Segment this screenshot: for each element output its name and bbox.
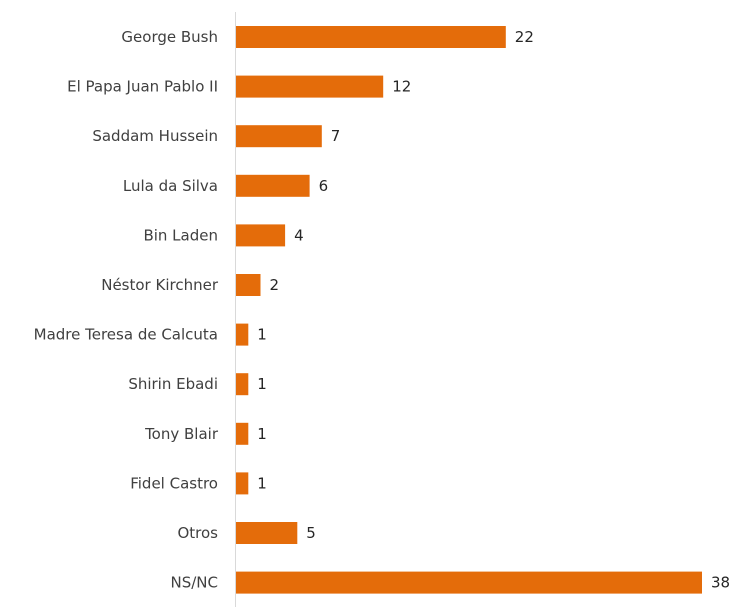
- bar-bin-laden: [236, 224, 286, 247]
- category-label-el-papa-juan-pablo-ii: El Papa Juan Pablo II: [67, 78, 218, 96]
- category-label-george-bush: George Bush: [121, 28, 218, 46]
- category-label-bin-laden: Bin Laden: [143, 226, 218, 244]
- category-label-shirin-ebadi: Shirin Ebadi: [128, 375, 218, 393]
- bar-madre-teresa-de-calcuta: [236, 323, 249, 346]
- value-label-tony-blair: 1: [257, 425, 267, 443]
- bar-el-papa-juan-pablo-ii: [236, 75, 384, 98]
- category-labels-group: George Bush El Papa Juan Pablo II Saddam H…: [34, 28, 219, 592]
- bar-george-bush: [236, 26, 506, 48]
- bar-saddam-hussein: [236, 125, 322, 148]
- bar-fidel-castro: [236, 472, 249, 495]
- bar-tony-blair: [236, 422, 249, 445]
- value-label-otros: 5: [306, 524, 316, 542]
- value-label-george-bush: 22: [515, 28, 534, 46]
- category-label-tony-blair: Tony Blair: [144, 425, 219, 443]
- value-label-nestor-kirchner: 2: [270, 276, 280, 294]
- value-label-el-papa-juan-pablo-ii: 12: [392, 78, 411, 96]
- bar-lula-da-silva: [236, 174, 310, 197]
- value-label-saddam-hussein: 7: [331, 127, 341, 145]
- category-label-madre-teresa-de-calcuta: Madre Teresa de Calcuta: [34, 326, 218, 344]
- category-label-otros: Otros: [177, 524, 218, 542]
- category-label-saddam-hussein: Saddam Hussein: [92, 127, 218, 145]
- value-label-ns-nc: 38: [711, 574, 730, 592]
- value-labels-group: 22 12 7 6 4 2 1 1 1 1 5 38: [257, 28, 730, 592]
- bars-group: [236, 26, 702, 594]
- category-label-nestor-kirchner: Néstor Kirchner: [101, 276, 219, 294]
- category-label-lula-da-silva: Lula da Silva: [123, 177, 218, 195]
- value-label-bin-laden: 4: [294, 226, 304, 244]
- bar-shirin-ebadi: [236, 373, 249, 396]
- category-label-fidel-castro: Fidel Castro: [130, 474, 218, 492]
- value-label-shirin-ebadi: 1: [257, 375, 267, 393]
- value-label-fidel-castro: 1: [257, 474, 267, 492]
- bar-otros: [236, 522, 298, 544]
- bar-ns-nc: [236, 571, 702, 594]
- category-label-ns-nc: NS/NC: [171, 574, 219, 592]
- bar-nestor-kirchner: [236, 274, 261, 296]
- value-label-lula-da-silva: 6: [319, 177, 329, 195]
- value-label-madre-teresa-de-calcuta: 1: [257, 326, 267, 344]
